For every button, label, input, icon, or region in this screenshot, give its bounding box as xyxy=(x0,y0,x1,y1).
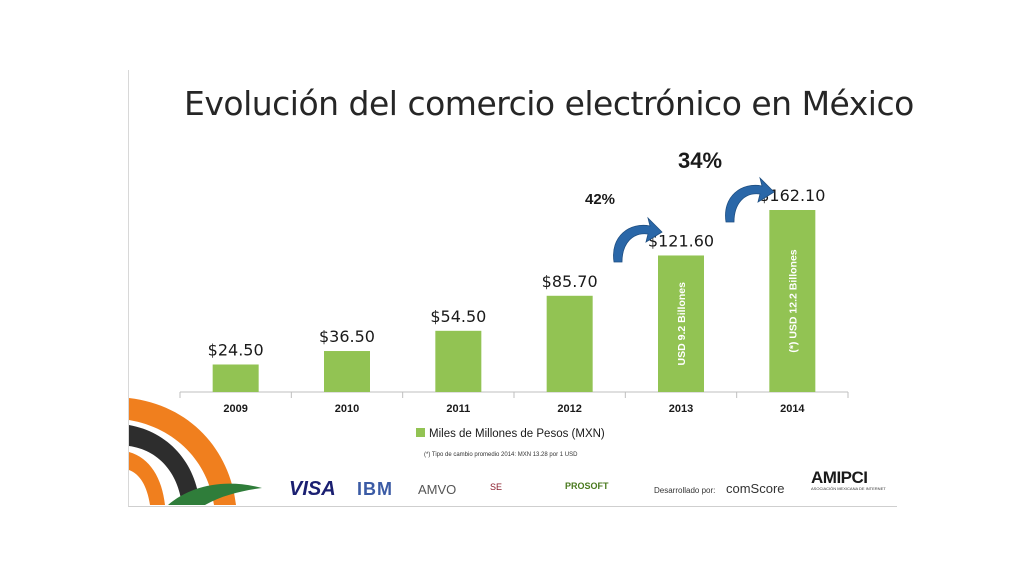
bar-inner-label-2013: USD 9.2 Billones xyxy=(676,282,688,366)
bar-2011 xyxy=(435,330,482,392)
amipci-logo: AMIPCI xyxy=(811,468,868,487)
bar-2014 xyxy=(769,210,816,392)
slide-frame xyxy=(128,70,897,507)
x-tick-label-2012: 2012 xyxy=(557,403,581,415)
bar-value-label-2010: $36.50 xyxy=(319,327,375,346)
growth-arrow-2013 xyxy=(613,216,663,263)
bar-value-label-2009: $24.50 xyxy=(208,340,264,359)
x-tick-label-2014: 2014 xyxy=(780,403,805,415)
ibm-logo: IBM xyxy=(357,479,393,499)
decorative-swirl xyxy=(129,398,262,505)
growth-label-2014: 34% xyxy=(678,148,722,173)
footnote: (*) Tipo de cambio promedio 2014: MXN 13… xyxy=(424,452,578,458)
slide-title: Evolución del comercio electrónico en Mé… xyxy=(184,84,914,123)
comscore-logo: comScore xyxy=(726,481,785,496)
developed-by-label: Desarrollado por: xyxy=(654,486,716,495)
bar-value-label-2011: $54.50 xyxy=(430,307,486,326)
bar-value-label-2012: $85.70 xyxy=(542,272,598,291)
x-tick-label-2009: 2009 xyxy=(223,403,247,415)
legend-swatch xyxy=(416,428,425,437)
bar-inner-label-2014: (*) USD 12.2 Billones xyxy=(787,249,799,352)
x-tick-label-2011: 2011 xyxy=(446,403,470,415)
x-tick-label-2010: 2010 xyxy=(335,403,359,415)
growth-arrow-2014 xyxy=(725,176,775,223)
bar-2009 xyxy=(212,364,259,392)
bar-value-label-2013: $121.60 xyxy=(648,231,714,250)
bar-2012 xyxy=(546,295,593,392)
legend-label: Miles de Millones de Pesos (MXN) xyxy=(429,428,605,440)
x-tick-label-2013: 2013 xyxy=(669,403,693,415)
bar-2013 xyxy=(658,255,704,392)
amvo-logo: AMVO xyxy=(418,482,457,497)
se-logo: SE xyxy=(490,482,503,492)
visa-logo: VISA xyxy=(289,478,336,500)
bar-2010 xyxy=(324,351,370,392)
bar-value-label-2014: $162.10 xyxy=(759,186,825,205)
amipci-subtitle: ASOCIACIÓN MEXICANA DE INTERNET xyxy=(811,486,886,491)
prosoft-logo: PROSOFT xyxy=(565,481,609,491)
growth-label-2013: 42% xyxy=(585,191,615,208)
